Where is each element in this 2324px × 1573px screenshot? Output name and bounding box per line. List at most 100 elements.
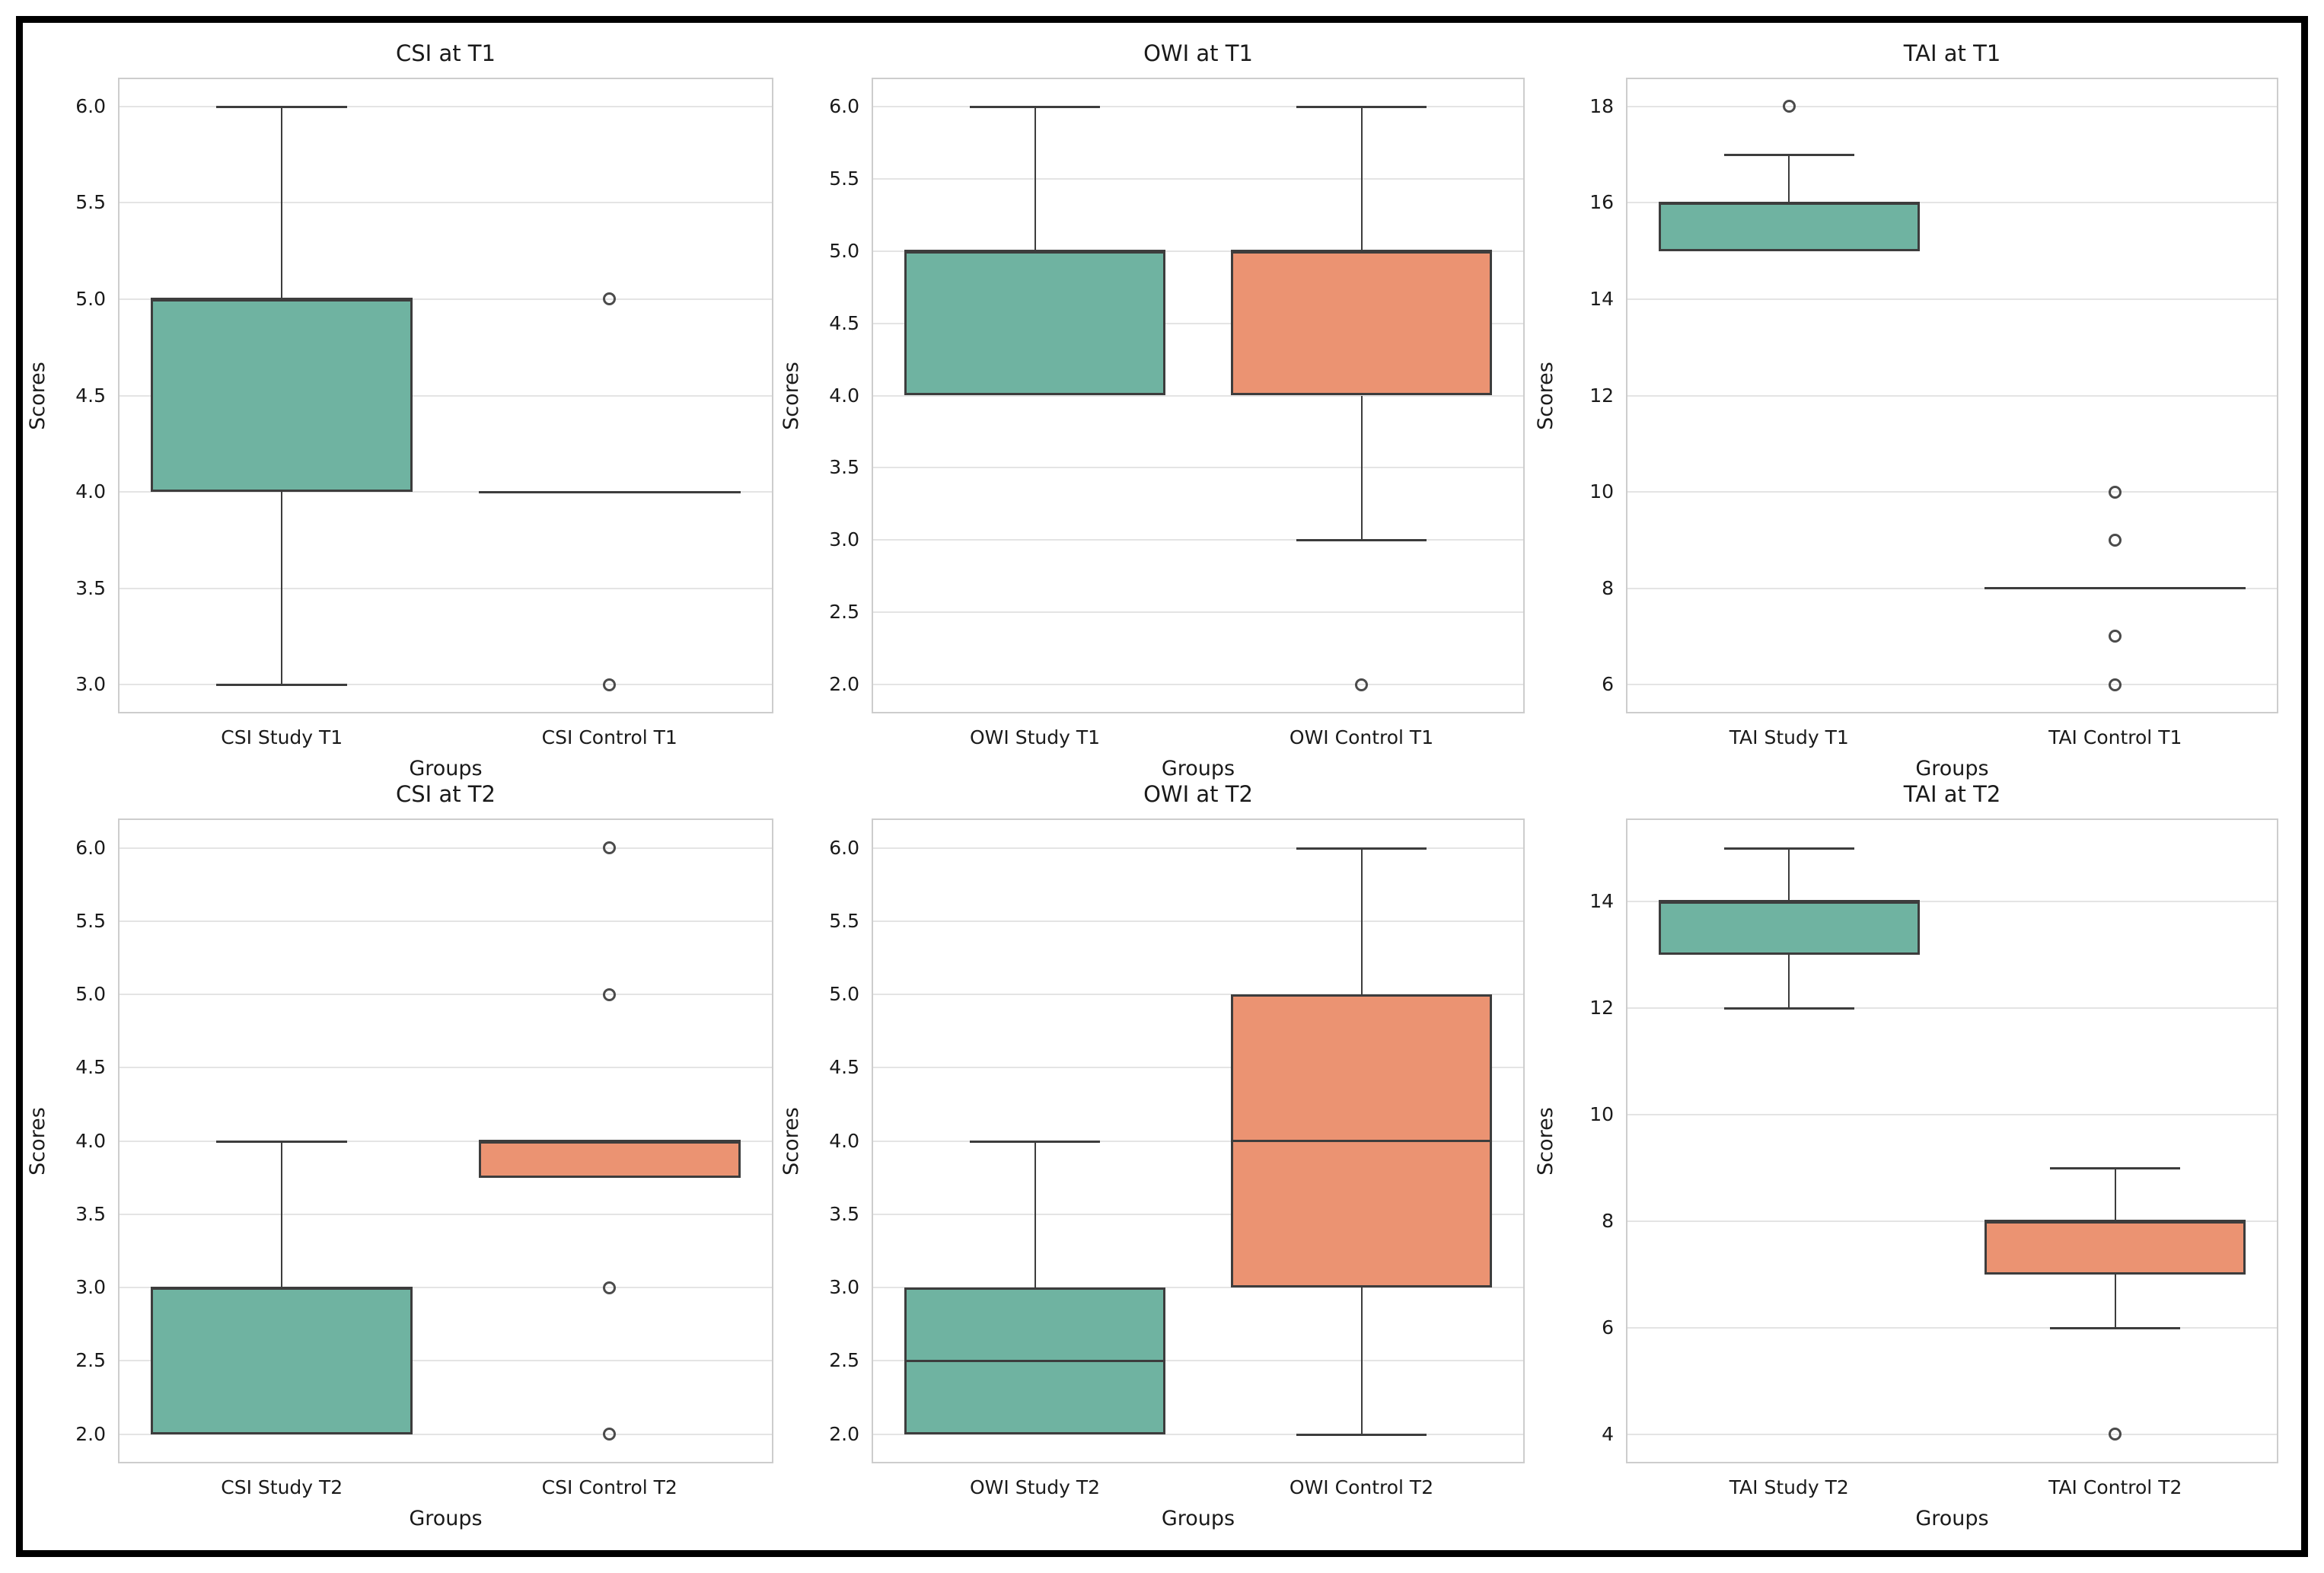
gridline <box>1626 684 2278 686</box>
gridline <box>872 177 1525 180</box>
plot-title-owi-at-t2: OWI at T2 <box>1143 781 1253 807</box>
y-tick-label: 6.0 <box>829 94 859 117</box>
gridline <box>872 684 1525 686</box>
median-line <box>1658 201 1920 204</box>
outlier-point <box>603 988 617 1001</box>
gridline <box>1626 202 2278 204</box>
median-line <box>904 250 1166 253</box>
outlier-point <box>603 292 617 306</box>
median-line <box>478 1140 741 1142</box>
y-tick-label: 3.5 <box>829 1202 859 1225</box>
gridline <box>872 250 1525 252</box>
gridline <box>118 684 773 686</box>
gridline <box>118 1140 773 1142</box>
median-line <box>904 1359 1166 1362</box>
y-tick-label: 3.5 <box>75 1202 106 1225</box>
y-axis-label: Scores <box>26 361 49 430</box>
gridline <box>872 394 1525 397</box>
gridline <box>872 1213 1525 1215</box>
outlier-point <box>2109 678 2122 691</box>
y-tick-label: 12 <box>1589 996 1614 1019</box>
gridline <box>872 539 1525 541</box>
plot-area-csi-at-t2 <box>118 818 773 1463</box>
whisker <box>2114 1167 2116 1221</box>
whisker <box>281 106 283 299</box>
y-tick-label: 4.0 <box>75 480 106 503</box>
whisker-cap <box>1296 1433 1427 1436</box>
median-line <box>1984 1220 2246 1222</box>
outlier-point <box>2109 485 2122 499</box>
x-tick-label: OWI Control T2 <box>1289 1476 1434 1498</box>
gridline <box>872 920 1525 922</box>
y-tick-label: 5.5 <box>829 167 859 190</box>
whisker-cap <box>969 1140 1101 1143</box>
y-tick-label: 3.5 <box>829 456 859 479</box>
outlier-point <box>1355 678 1368 691</box>
gridline <box>1626 105 2278 107</box>
y-tick-label: 14 <box>1589 287 1614 310</box>
y-axis-label: Scores <box>26 1106 49 1176</box>
y-tick-label: 8 <box>1602 1209 1614 1232</box>
gridline <box>1626 298 2278 300</box>
box-study <box>151 298 413 492</box>
gridline <box>118 587 773 589</box>
gridline <box>118 491 773 493</box>
gridline <box>872 1140 1525 1142</box>
y-tick-label: 2.5 <box>75 1349 106 1372</box>
y-tick-label: 6 <box>1602 1316 1614 1338</box>
whisker <box>1360 847 1363 994</box>
y-tick-label: 3.0 <box>75 1276 106 1298</box>
x-tick-label: CSI Study T2 <box>221 1476 343 1498</box>
whisker <box>1360 1287 1363 1434</box>
y-axis-label: Scores <box>779 1106 803 1176</box>
x-axis-label: Groups <box>1161 1507 1235 1530</box>
x-tick-label: CSI Control T1 <box>541 726 677 748</box>
gridline <box>1626 394 2278 397</box>
y-tick-label: 5.0 <box>829 239 859 262</box>
y-axis-label: Scores <box>779 361 803 430</box>
y-tick-label: 18 <box>1589 94 1614 117</box>
plot-title-tai-at-t1: TAI at T1 <box>1903 40 2001 66</box>
plot-area-tai-at-t1 <box>1626 78 2278 713</box>
gridline <box>118 1213 773 1215</box>
whisker <box>281 492 283 685</box>
y-tick-label: 2.0 <box>829 1422 859 1445</box>
y-tick-label: 2.5 <box>829 601 859 624</box>
plot-area-owi-at-t2 <box>872 818 1525 1463</box>
y-axis-label: Scores <box>1534 1106 1557 1176</box>
x-tick-label: OWI Study T2 <box>969 1476 1101 1498</box>
y-tick-label: 10 <box>1589 1102 1614 1125</box>
x-tick-label: CSI Study T1 <box>221 726 343 748</box>
gridline <box>118 920 773 922</box>
y-tick-label: 6.0 <box>75 836 106 859</box>
x-tick-label: TAI Study T2 <box>1729 1476 1849 1498</box>
whisker-cap <box>1296 105 1427 108</box>
y-tick-label: 4.0 <box>829 384 859 407</box>
y-tick-label: 10 <box>1589 480 1614 503</box>
gridline <box>118 394 773 397</box>
gridline <box>872 1067 1525 1069</box>
whisker-cap <box>216 1140 348 1143</box>
box-control <box>1984 1220 2246 1275</box>
plot-title-csi-at-t2: CSI at T2 <box>396 781 496 807</box>
y-tick-label: 6.0 <box>75 94 106 117</box>
whisker-cap <box>2050 1326 2181 1329</box>
x-axis-label: Groups <box>1915 757 1989 780</box>
plot-area-owi-at-t1 <box>872 78 1525 713</box>
whisker <box>1034 106 1036 251</box>
y-tick-label: 3.0 <box>829 528 859 551</box>
plot-area-tai-at-t2 <box>1626 818 2278 1463</box>
x-tick-label: TAI Study T1 <box>1729 726 1849 748</box>
y-tick-label: 5.0 <box>75 983 106 1005</box>
box-study <box>151 1287 413 1434</box>
plot-title-tai-at-t2: TAI at T2 <box>1903 781 2001 807</box>
gridline <box>872 105 1525 107</box>
y-tick-label: 14 <box>1589 889 1614 912</box>
whisker <box>1788 954 1790 1008</box>
gridline <box>1626 491 2278 493</box>
x-axis-label: Groups <box>1161 757 1235 780</box>
y-tick-label: 4.5 <box>829 311 859 334</box>
gridline <box>872 467 1525 469</box>
box-control-collapsed <box>478 490 741 493</box>
